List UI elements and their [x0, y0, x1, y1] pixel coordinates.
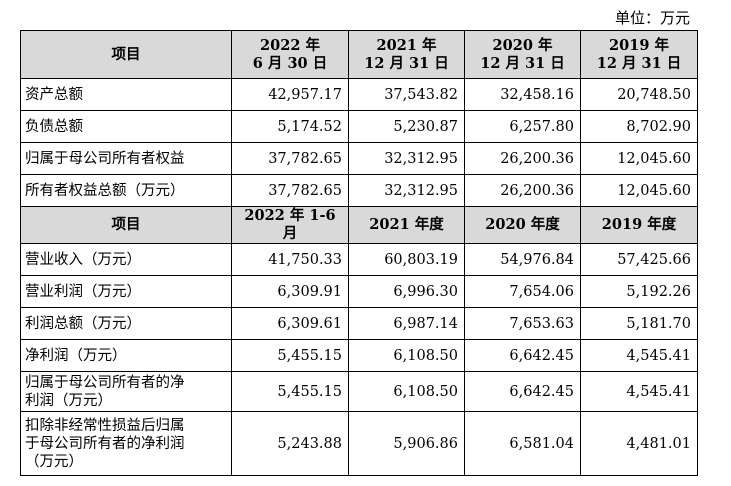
cell-value: 5,455.15: [231, 371, 349, 412]
header-period: 2019 年度: [580, 206, 698, 244]
financial-table: 项目 2022 年 6 月 30 日 2021 年 12 月 31 日 2020…: [20, 30, 698, 476]
cell-value: 4,545.41: [580, 339, 698, 372]
balance-header-row: 项目 2022 年 6 月 30 日 2021 年 12 月 31 日 2020…: [20, 30, 698, 79]
cell-value: 20,748.50: [580, 78, 698, 111]
cell-value: 5,174.52: [231, 110, 349, 143]
row-label: 资产总额: [20, 78, 232, 111]
cell-value: 32,458.16: [464, 78, 581, 111]
header-period: 2020 年 12 月 31 日: [464, 30, 581, 79]
cell-value: 37,543.82: [348, 78, 465, 111]
cell-value: 8,702.90: [580, 110, 698, 143]
cell-value: 6,642.45: [464, 371, 581, 412]
cell-value: 26,200.36: [464, 174, 581, 207]
cell-value: 42,957.17: [231, 78, 349, 111]
table-row: 负债总额 5,174.52 5,230.87 6,257.80 8,702.90: [20, 110, 698, 143]
table-row: 利润总额（万元） 6,309.61 6,987.14 7,653.63 5,18…: [20, 307, 698, 340]
cell-value: 5,181.70: [580, 307, 698, 340]
row-label: 营业利润（万元）: [20, 275, 232, 308]
cell-value: 6,581.04: [464, 411, 581, 476]
header-period: 2021 年度: [348, 206, 465, 244]
row-label: 归属于母公司所有者的净 利润（万元）: [20, 371, 232, 412]
cell-value: 32,312.95: [348, 142, 465, 175]
table-row: 所有者权益总额（万元） 37,782.65 32,312.95 26,200.3…: [20, 174, 698, 207]
cell-value: 60,803.19: [348, 243, 465, 276]
cell-value: 4,481.01: [580, 411, 698, 476]
cell-value: 6,996.30: [348, 275, 465, 308]
cell-value: 6,987.14: [348, 307, 465, 340]
table-row: 扣除非经常性损益后归属 于母公司所有者的净利润 （万元） 5,243.88 5,…: [20, 411, 698, 476]
cell-value: 5,906.86: [348, 411, 465, 476]
cell-value: 5,230.87: [348, 110, 465, 143]
cell-value: 6,108.50: [348, 371, 465, 412]
cell-value: 4,545.41: [580, 371, 698, 412]
cell-value: 12,045.60: [580, 142, 698, 175]
table-row: 营业利润（万元） 6,309.91 6,996.30 7,654.06 5,19…: [20, 275, 698, 308]
row-label: 归属于母公司所有者权益: [20, 142, 232, 175]
row-label: 扣除非经常性损益后归属 于母公司所有者的净利润 （万元）: [20, 411, 232, 476]
table-row: 营业收入（万元） 41,750.33 60,803.19 54,976.84 5…: [20, 243, 698, 276]
cell-value: 54,976.84: [464, 243, 581, 276]
cell-value: 41,750.33: [231, 243, 349, 276]
unit-label: 单位：万元: [614, 9, 690, 27]
row-label: 所有者权益总额（万元）: [20, 174, 232, 207]
cell-value: 37,782.65: [231, 142, 349, 175]
cell-value: 7,654.06: [464, 275, 581, 308]
header-period: 2019 年 12 月 31 日: [580, 30, 698, 79]
cell-value: 57,425.66: [580, 243, 698, 276]
income-header-row: 项目 2022 年 1-6 月 2021 年度 2020 年度 2019 年度: [20, 206, 698, 244]
row-label: 营业收入（万元）: [20, 243, 232, 276]
cell-value: 6,309.61: [231, 307, 349, 340]
cell-value: 12,045.60: [580, 174, 698, 207]
cell-value: 5,192.26: [580, 275, 698, 308]
cell-value: 6,257.80: [464, 110, 581, 143]
cell-value: 26,200.36: [464, 142, 581, 175]
table-row: 净利润（万元） 5,455.15 6,108.50 6,642.45 4,545…: [20, 339, 698, 372]
cell-value: 7,653.63: [464, 307, 581, 340]
header-item: 项目: [20, 30, 232, 79]
cell-value: 6,309.91: [231, 275, 349, 308]
header-period: 2022 年 6 月 30 日: [231, 30, 349, 79]
cell-value: 32,312.95: [348, 174, 465, 207]
cell-value: 5,243.88: [231, 411, 349, 476]
table-row: 归属于母公司所有者权益 37,782.65 32,312.95 26,200.3…: [20, 142, 698, 175]
row-label: 利润总额（万元）: [20, 307, 232, 340]
cell-value: 5,455.15: [231, 339, 349, 372]
header-period: 2020 年度: [464, 206, 581, 244]
table-row: 资产总额 42,957.17 37,543.82 32,458.16 20,74…: [20, 78, 698, 111]
header-period: 2021 年 12 月 31 日: [348, 30, 465, 79]
header-item: 项目: [20, 206, 232, 244]
row-label: 负债总额: [20, 110, 232, 143]
cell-value: 6,108.50: [348, 339, 465, 372]
table-row: 归属于母公司所有者的净 利润（万元） 5,455.15 6,108.50 6,6…: [20, 371, 698, 412]
row-label: 净利润（万元）: [20, 339, 232, 372]
cell-value: 37,782.65: [231, 174, 349, 207]
cell-value: 6,642.45: [464, 339, 581, 372]
header-period: 2022 年 1-6 月: [231, 206, 349, 244]
